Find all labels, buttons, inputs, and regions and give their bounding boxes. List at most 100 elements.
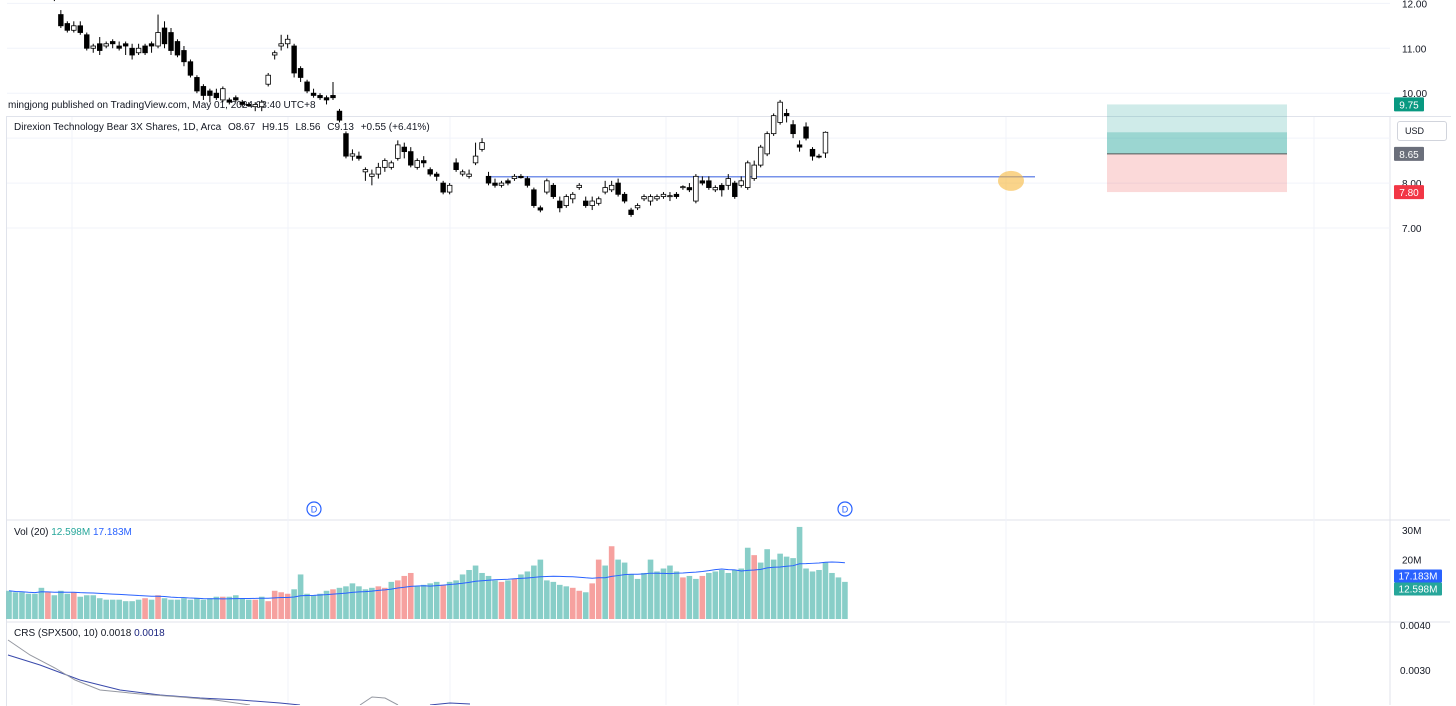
volume-bar	[194, 598, 200, 619]
candle	[602, 180, 608, 195]
volume-bar	[32, 593, 38, 619]
candle	[194, 75, 200, 94]
volume-bar	[161, 598, 168, 619]
volume-bar	[83, 595, 90, 619]
volume-bar	[531, 565, 537, 619]
legend-close: C9.13	[327, 122, 354, 133]
candle-body	[492, 182, 498, 186]
candle-body	[485, 175, 492, 184]
candle-body	[673, 193, 680, 197]
candle	[809, 147, 816, 161]
candle	[122, 41, 129, 56]
volume-bar	[148, 599, 155, 619]
candle	[369, 169, 375, 186]
volume-bar	[699, 575, 706, 619]
candle	[349, 149, 356, 161]
candle	[265, 72, 271, 87]
candle-body	[90, 45, 96, 49]
candle-body	[427, 169, 433, 175]
candle-body	[505, 180, 511, 184]
volume-bar	[569, 587, 576, 619]
volume-bar	[395, 580, 401, 619]
volume-bar	[265, 601, 271, 619]
candle	[563, 194, 569, 208]
candle	[660, 192, 667, 199]
volume-bar	[343, 586, 349, 619]
candle	[745, 160, 751, 190]
candle	[207, 88, 213, 103]
candle-body	[699, 180, 706, 184]
volume-bar	[168, 599, 174, 619]
volume-bar	[349, 583, 356, 619]
candle-body	[252, 104, 258, 108]
candle-body	[278, 43, 284, 47]
volume-bar	[712, 571, 719, 619]
volume-bar	[427, 583, 433, 619]
volume-bar	[544, 580, 550, 619]
candle-body	[317, 95, 323, 99]
candle	[557, 196, 563, 213]
volume-bar	[369, 587, 375, 619]
candle	[233, 95, 239, 103]
volume-bar	[58, 590, 64, 619]
candle	[537, 205, 544, 213]
volume-bar	[673, 571, 680, 619]
dividend-marker-label: D	[842, 505, 849, 515]
volume-label-box	[1394, 569, 1442, 583]
candle	[544, 178, 550, 195]
current-profit-zone	[1107, 132, 1287, 154]
volume-label-text: 17.183M	[1399, 572, 1438, 583]
candle-body	[155, 32, 161, 47]
candle-body	[395, 144, 401, 159]
volume-bar	[628, 574, 634, 619]
currency-button[interactable]: USD	[1397, 121, 1447, 141]
price-tick-label: 11.00	[1402, 44, 1427, 55]
candle-body	[453, 162, 459, 170]
volume-bar	[401, 575, 408, 619]
volume-bar	[576, 590, 583, 619]
candle-body	[129, 47, 135, 56]
candle	[213, 88, 220, 100]
price-label: 9.75	[1394, 97, 1424, 112]
candle-body	[71, 25, 77, 31]
volume-bar	[835, 577, 842, 619]
candle	[706, 176, 712, 190]
candle-body	[757, 146, 764, 166]
volume-bar	[757, 562, 764, 619]
volume-bar	[96, 598, 103, 619]
volume-bar	[155, 595, 161, 619]
price-tick-label: 12.00	[1402, 0, 1427, 10]
legend-open: O8.67	[227, 122, 256, 133]
price-label-box	[1394, 146, 1424, 161]
volume-bar	[466, 569, 472, 619]
volume-bar	[582, 592, 589, 619]
candle	[71, 21, 77, 33]
volume-bar	[323, 590, 330, 619]
candle	[621, 192, 628, 204]
candle-body	[803, 126, 809, 139]
candle	[310, 88, 317, 98]
candle	[485, 171, 492, 186]
candle	[278, 34, 284, 51]
candle	[129, 43, 135, 60]
candle	[336, 108, 343, 123]
volume-bar	[485, 575, 492, 619]
volume-bar	[103, 599, 109, 619]
volume-bar	[602, 565, 608, 619]
volume-bar	[634, 578, 641, 619]
volume-bar	[770, 559, 777, 619]
volume-bar	[796, 526, 803, 619]
volume-bar	[258, 596, 265, 619]
candle-body	[732, 182, 738, 197]
volume-bar	[122, 601, 129, 619]
crs-value: 0.0018	[100, 628, 132, 639]
candle-body	[472, 155, 479, 164]
volume-bar	[291, 589, 297, 619]
candle-body	[388, 162, 395, 168]
symbol-name: Direxion Technology Bear 3X Shares, 1D, …	[14, 122, 222, 133]
candle-body	[291, 45, 297, 74]
volume-bar	[181, 598, 187, 619]
volume-bar	[667, 565, 673, 619]
volume-bar	[472, 565, 479, 619]
